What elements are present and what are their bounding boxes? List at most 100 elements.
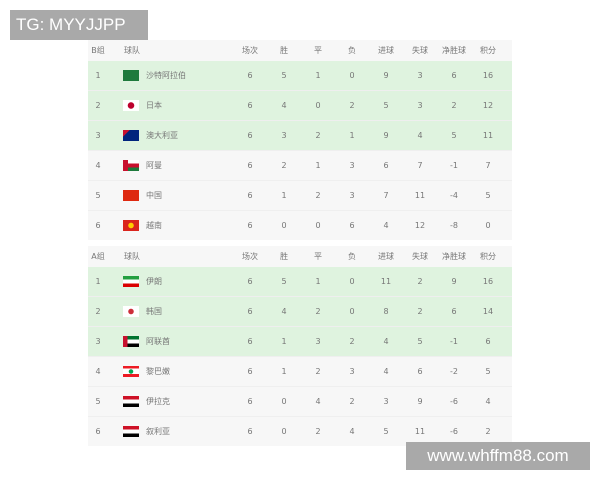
stat-cell: 4 — [281, 101, 287, 110]
stat-cell: 1 — [281, 191, 287, 200]
saudi-arabia-flag-icon — [123, 70, 139, 81]
watermark-bottom: www.whffm88.com — [406, 442, 590, 470]
stat-cell: 9 — [383, 131, 389, 140]
stat-cell: 14 — [482, 307, 494, 316]
rank: 5 — [95, 397, 101, 406]
stat-cell: 6 — [349, 221, 355, 230]
stat-cell: 3 — [417, 101, 423, 110]
rank: 4 — [95, 161, 101, 170]
stat-cell: -6 — [450, 397, 458, 406]
stat-cell: 6 — [383, 161, 389, 170]
stat-cell: 4 — [349, 427, 355, 436]
team-header: 球队 — [124, 46, 140, 55]
table-row: 6 越南 6 0 0 6 4 12 -8 0 — [88, 210, 512, 240]
stat-cell: -1 — [450, 337, 458, 346]
stat-cell: 8 — [383, 307, 389, 316]
stat-cell: 7 — [417, 161, 423, 170]
table-row: 3 阿联酋 6 1 3 2 4 5 -1 6 — [88, 326, 512, 356]
stat-cell: 11 — [482, 131, 494, 140]
table-row: 4 阿曼 6 2 1 3 6 7 -1 7 — [88, 150, 512, 180]
stat-cell: 6 — [451, 71, 457, 80]
watermark-top: TG: MYYJJPP — [10, 10, 148, 40]
table-row: 6 叙利亚 6 0 2 4 5 11 -6 2 — [88, 416, 512, 446]
stat-cell: 6 — [247, 307, 253, 316]
rank: 2 — [95, 101, 101, 110]
team-name: 阿联酋 — [146, 337, 170, 346]
table-row: 4 黎巴嫩 6 1 2 3 4 6 -2 5 — [88, 356, 512, 386]
stat-cell: 5 — [485, 191, 491, 200]
stat-cell: 3 — [349, 161, 355, 170]
stat-cell: 6 — [247, 71, 253, 80]
stat-cell: 4 — [315, 397, 321, 406]
stat-cell: 6 — [451, 307, 457, 316]
stat-cell: -6 — [450, 427, 458, 436]
south-korea-flag-icon — [123, 306, 139, 317]
stat-cell: 2 — [349, 101, 355, 110]
group-b-table: B组 球队 场次胜平负进球 失球 净胜球 积分 1 沙特阿拉伯 6 5 1 0 9 3 6 16 2 日… — [88, 40, 512, 240]
rank: 3 — [95, 131, 101, 140]
stat-cell: 0 — [349, 71, 355, 80]
column-header: 平 — [314, 46, 322, 55]
stat-cell: 0 — [349, 307, 355, 316]
column-header: 胜 — [280, 46, 288, 55]
oman-flag-icon — [123, 160, 139, 171]
australia-flag-icon — [123, 130, 139, 141]
column-header: 胜 — [280, 252, 288, 261]
group-label: B组 — [91, 46, 105, 55]
stat-cell: 2 — [349, 337, 355, 346]
stat-cell: 2 — [451, 101, 457, 110]
table-row: 5 中国 6 1 2 3 7 11 -4 5 — [88, 180, 512, 210]
team-name: 沙特阿拉伯 — [146, 71, 186, 80]
table-row: 5 伊拉克 6 0 4 2 3 9 -6 4 — [88, 386, 512, 416]
stat-cell: 3 — [349, 191, 355, 200]
stat-cell: 2 — [349, 397, 355, 406]
stat-cell: 4 — [383, 367, 389, 376]
stat-cell: 1 — [315, 277, 321, 286]
team-name: 伊朗 — [146, 277, 162, 286]
uae-flag-icon — [123, 336, 139, 347]
stat-cell: 12 — [414, 221, 426, 230]
stat-cell: -4 — [450, 191, 458, 200]
stat-cell: 2 — [281, 161, 287, 170]
rank: 2 — [95, 307, 101, 316]
stat-cell: 6 — [247, 337, 253, 346]
stat-cell: 0 — [315, 101, 321, 110]
stat-cell: 2 — [315, 191, 321, 200]
stat-cell: 0 — [315, 221, 321, 230]
team-name: 韩国 — [146, 307, 162, 316]
table-row: 2 韩国 6 4 2 0 8 2 6 14 — [88, 296, 512, 326]
stat-cell: 1 — [281, 337, 287, 346]
stat-cell: 6 — [417, 367, 423, 376]
column-header: 净胜球 — [442, 252, 466, 261]
stat-cell: 5 — [485, 367, 491, 376]
stat-cell: 2 — [417, 277, 423, 286]
stat-cell: 1 — [281, 367, 287, 376]
stat-cell: 11 — [414, 191, 426, 200]
column-header: 积分 — [480, 46, 496, 55]
iran-flag-icon — [123, 276, 139, 287]
stat-cell: 9 — [417, 397, 423, 406]
column-header: 失球 — [412, 252, 428, 261]
stat-cell: 5 — [383, 427, 389, 436]
table-row: 2 日本 6 4 0 2 5 3 2 12 — [88, 90, 512, 120]
stat-cell: 6 — [247, 191, 253, 200]
team-name: 伊拉克 — [146, 397, 170, 406]
stat-cell: 7 — [485, 161, 491, 170]
syria-flag-icon — [123, 426, 139, 437]
stat-cell: 4 — [383, 221, 389, 230]
stat-cell: 16 — [482, 71, 494, 80]
stat-cell: -2 — [450, 367, 458, 376]
rank: 1 — [95, 71, 101, 80]
stat-cell: 2 — [315, 307, 321, 316]
column-header: 失球 — [412, 46, 428, 55]
stat-cell: 3 — [315, 337, 321, 346]
stat-cell: 2 — [315, 427, 321, 436]
team-name: 澳大利亚 — [146, 131, 178, 140]
stat-cell: 5 — [451, 131, 457, 140]
stat-cell: 2 — [315, 131, 321, 140]
stat-cell: 4 — [281, 307, 287, 316]
column-header: 负 — [348, 46, 356, 55]
table-row: 1 沙特阿拉伯 6 5 1 0 9 3 6 16 — [88, 61, 512, 90]
stat-cell: 6 — [247, 397, 253, 406]
iraq-flag-icon — [123, 396, 139, 407]
